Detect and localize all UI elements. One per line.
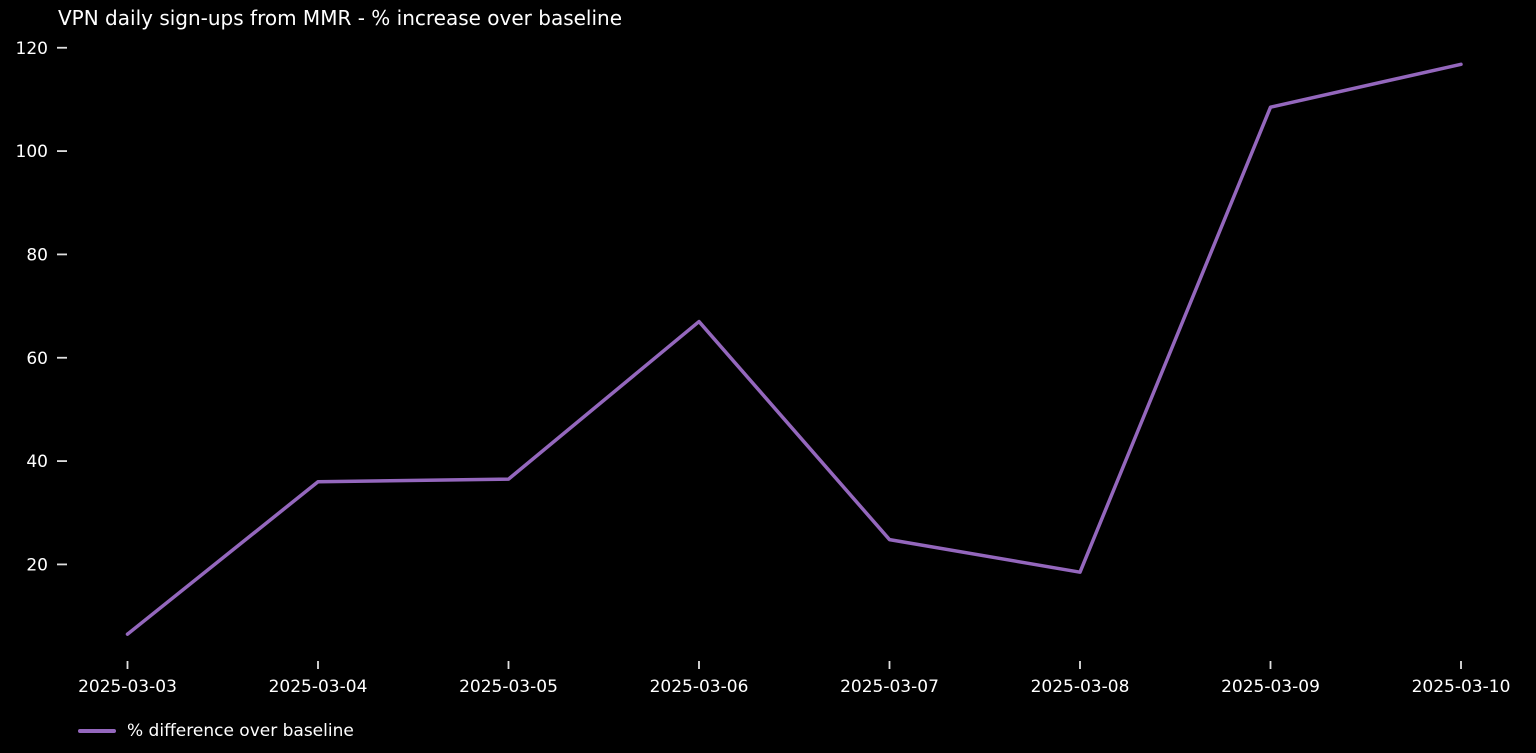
series-line bbox=[125, 62, 1463, 636]
x-tick-label: 2025-03-09 bbox=[1221, 677, 1320, 697]
x-tick-label: 2025-03-07 bbox=[840, 677, 939, 697]
legend-line-swatch bbox=[78, 729, 116, 733]
y-tick-label: 20 bbox=[26, 555, 48, 575]
x-tick-label: 2025-03-10 bbox=[1412, 677, 1511, 697]
x-tick-label: 2025-03-05 bbox=[459, 677, 558, 697]
y-tick-label: 100 bbox=[16, 142, 48, 162]
y-tick-label: 40 bbox=[26, 452, 48, 472]
x-tick-label: 2025-03-06 bbox=[650, 677, 749, 697]
y-tick-label: 120 bbox=[16, 39, 48, 59]
y-tick-label: 60 bbox=[26, 349, 48, 369]
x-tick-label: 2025-03-08 bbox=[1031, 677, 1130, 697]
chart-title: VPN daily sign-ups from MMR - % increase… bbox=[58, 6, 623, 30]
legend: % difference over baseline bbox=[78, 721, 354, 741]
x-tick-label: 2025-03-04 bbox=[269, 677, 368, 697]
x-tick-label: 2025-03-03 bbox=[78, 677, 177, 697]
y-tick-label: 80 bbox=[26, 245, 48, 265]
legend-label: % difference over baseline bbox=[127, 721, 354, 741]
